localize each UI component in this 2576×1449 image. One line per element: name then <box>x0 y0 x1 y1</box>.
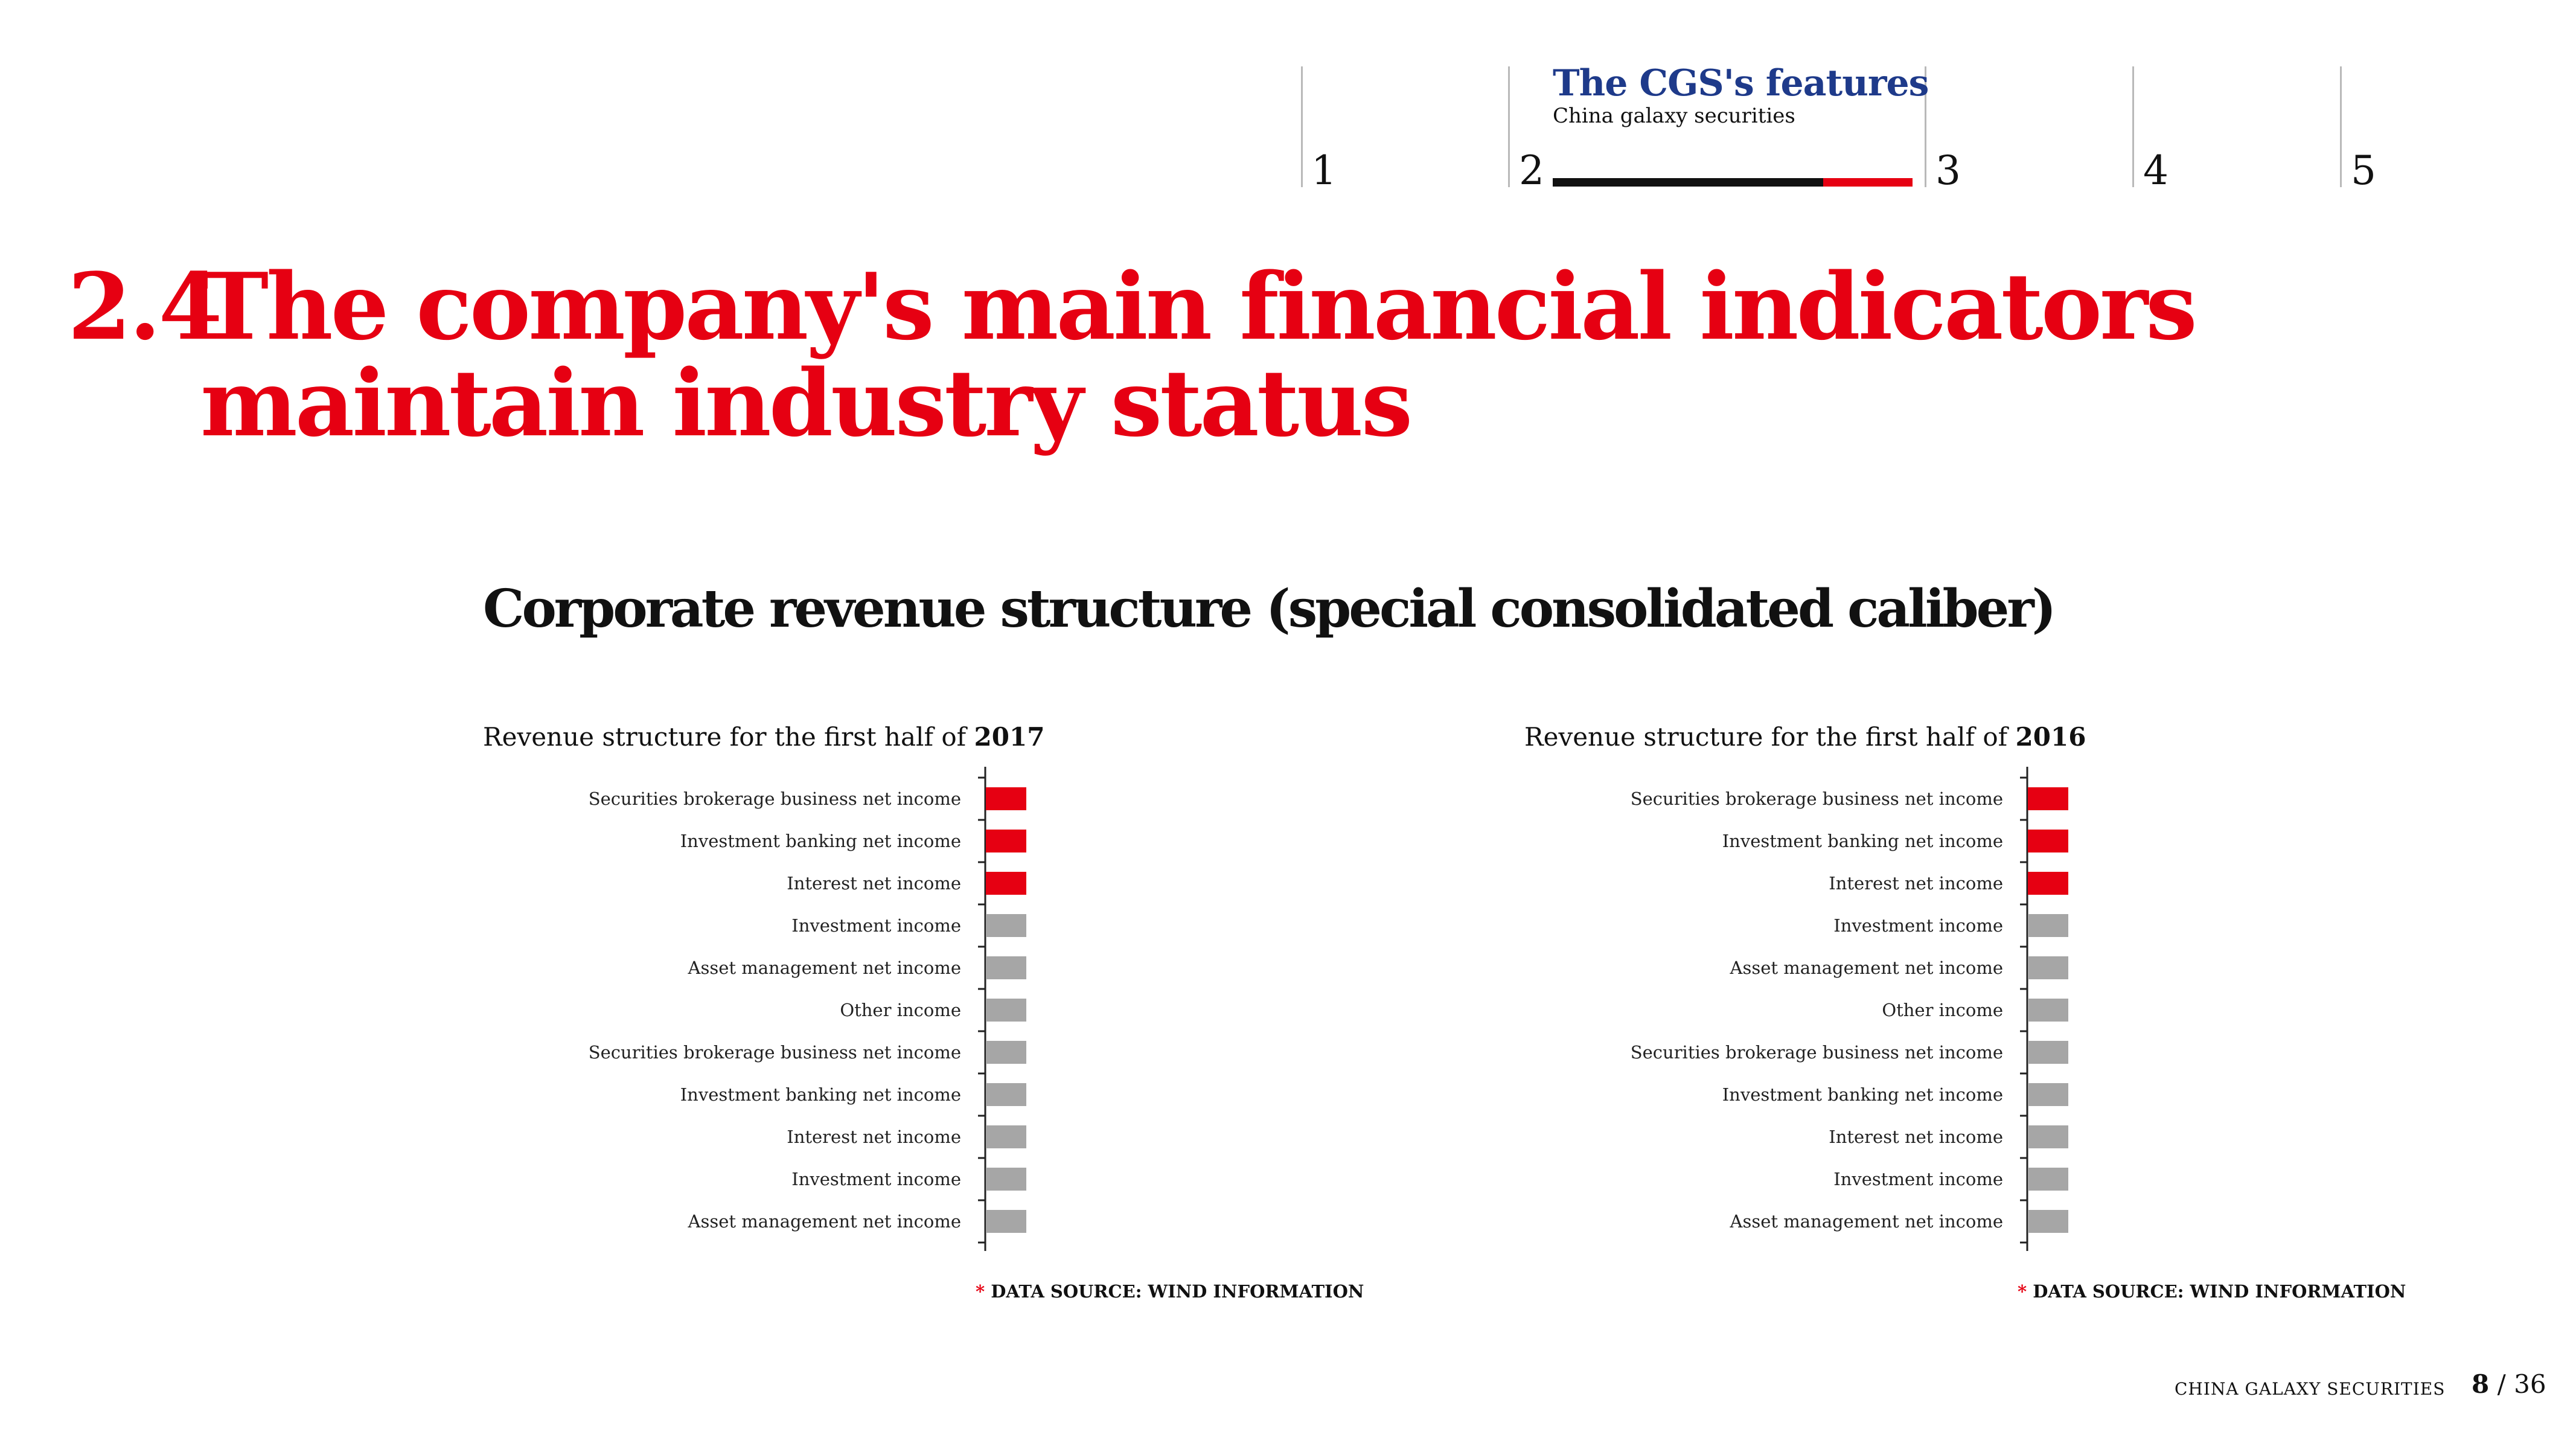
bar <box>2028 1168 2068 1191</box>
bar <box>2028 914 2068 937</box>
section-title: Corporate revenue structure (special con… <box>483 578 2056 639</box>
category-label: Asset management net income <box>1730 958 2003 978</box>
category-label: Investment income <box>1833 1169 2003 1189</box>
chart-title-2017: Revenue structure for the first half of … <box>483 722 1044 752</box>
category-label: Interest net income <box>787 873 961 894</box>
bar <box>2028 1041 2068 1064</box>
bar <box>986 1041 1026 1064</box>
nav-item-3[interactable]: 3 <box>1935 147 1961 194</box>
nav-divider <box>1925 66 1926 187</box>
bar <box>986 914 1026 937</box>
source-asterisk: * <box>976 1281 985 1302</box>
data-source-note-2017: * DATA SOURCE: WIND INFORMATION <box>976 1281 1364 1302</box>
nav-section-subtitle: China galaxy securities <box>1553 104 1795 128</box>
category-label: Asset management net income <box>1730 1211 2003 1232</box>
category-label: Interest net income <box>1829 1127 2003 1147</box>
category-label: Investment income <box>1833 915 2003 936</box>
bar <box>2028 1125 2068 1148</box>
bar <box>2028 1083 2068 1106</box>
nav-divider <box>2132 66 2134 187</box>
bar <box>986 999 1026 1022</box>
headline-number: 2.4 <box>68 252 222 360</box>
category-label: Investment banking net income <box>1722 1084 2003 1105</box>
nav-item-2[interactable]: 2 <box>1519 147 1544 194</box>
bar <box>2028 787 2068 810</box>
page-total: 36 <box>2514 1369 2546 1399</box>
bar <box>2028 999 2068 1022</box>
bar <box>986 787 1026 810</box>
bar <box>986 956 1026 979</box>
category-label: Investment income <box>791 915 961 936</box>
bar <box>986 1210 1026 1233</box>
category-label: Securities brokerage business net income <box>1631 1042 2003 1063</box>
revenue-chart-2016: 53%Securities brokerage business net inc… <box>1631 767 2068 1251</box>
bar <box>986 830 1026 852</box>
bar <box>986 872 1026 895</box>
nav-item-5[interactable]: 5 <box>2351 147 2376 194</box>
chart-title-2016: Revenue structure for the first half of … <box>1524 722 2086 752</box>
nav-item-1[interactable]: 1 <box>1311 147 1337 194</box>
chart-title-prefix: Revenue structure for the first half of <box>483 722 974 752</box>
headline-line2: maintain industry status <box>200 349 1413 457</box>
bar <box>2028 956 2068 979</box>
category-label: Investment income <box>791 1169 961 1189</box>
bar <box>2028 872 2068 895</box>
category-label: Securities brokerage business net income <box>589 788 961 809</box>
revenue-chart-2017: 53%Securities brokerage business net inc… <box>589 767 1026 1251</box>
bar <box>986 1168 1026 1191</box>
category-label: Asset management net income <box>688 1211 961 1232</box>
bar <box>2028 830 2068 852</box>
category-label: Securities brokerage business net income <box>589 1042 961 1063</box>
chart-title-year: 2016 <box>2015 722 2086 752</box>
nav-divider <box>1508 66 1510 187</box>
source-text: DATA SOURCE: WIND INFORMATION <box>2033 1281 2406 1302</box>
nav-divider <box>1301 66 1303 187</box>
footer-company: CHINA GALAXY SECURITIES <box>2175 1379 2446 1399</box>
bar <box>2028 1210 2068 1233</box>
bar <box>986 1083 1026 1106</box>
category-label: Other income <box>1882 1000 2003 1020</box>
nav-progress-bar <box>1553 178 1823 187</box>
bar <box>986 1125 1026 1148</box>
chart-title-year: 2017 <box>974 722 1045 752</box>
nav-section-title: The CGS's features <box>1553 62 1929 104</box>
page-headline: 2.4The company's main financial indicato… <box>68 252 2197 457</box>
category-label: Investment banking net income <box>680 831 961 851</box>
category-label: Investment banking net income <box>1722 831 2003 851</box>
nav-item-4[interactable]: 4 <box>2143 147 2169 194</box>
category-label: Interest net income <box>787 1127 961 1147</box>
page-current: 8 <box>2472 1369 2490 1399</box>
category-label: Interest net income <box>1829 873 2003 894</box>
category-label: Investment banking net income <box>680 1084 961 1105</box>
category-label: Other income <box>840 1000 961 1020</box>
data-source-note-2016: * DATA SOURCE: WIND INFORMATION <box>2018 1281 2406 1302</box>
headline-line1: The company's main financial indicators <box>200 252 2197 360</box>
category-label: Securities brokerage business net income <box>1631 788 2003 809</box>
chart-title-prefix: Revenue structure for the first half of <box>1524 722 2016 752</box>
nav-progress-indicator <box>1823 178 1913 187</box>
source-asterisk: * <box>2018 1281 2027 1302</box>
page-number: 8 / 36 <box>2472 1369 2546 1399</box>
category-label: Asset management net income <box>688 958 961 978</box>
nav-divider <box>2340 66 2342 187</box>
source-text: DATA SOURCE: WIND INFORMATION <box>991 1281 1364 1302</box>
page-separator: / <box>2489 1369 2514 1399</box>
